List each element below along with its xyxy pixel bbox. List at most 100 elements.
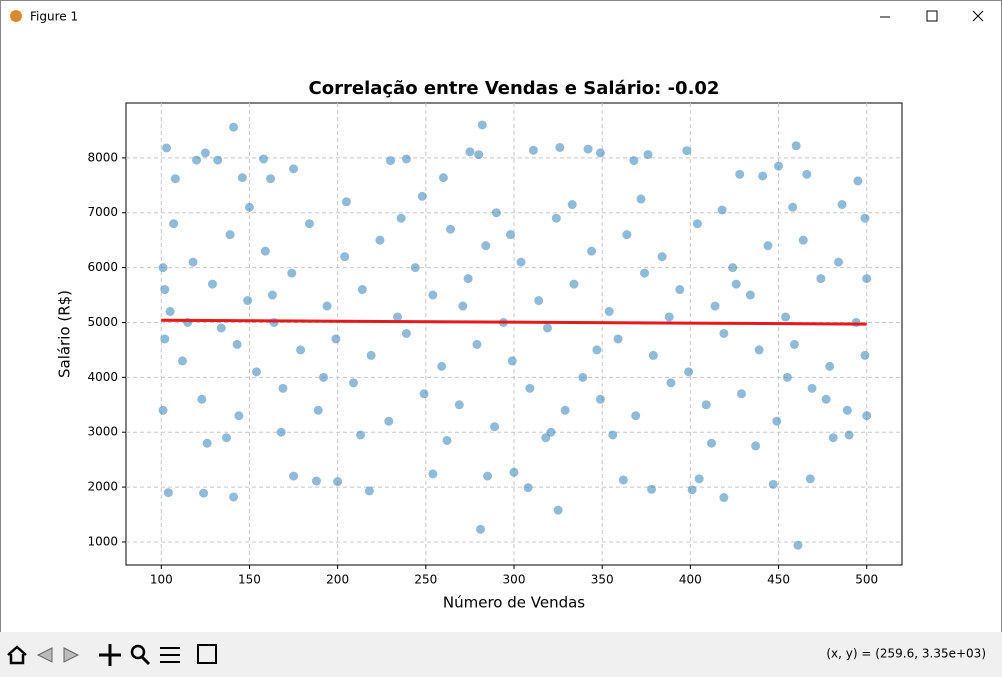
scatter-point	[692, 219, 702, 229]
scatter-point	[629, 156, 639, 166]
scatter-point	[675, 285, 685, 295]
scatter-point	[200, 148, 210, 158]
scatter-point	[666, 378, 676, 388]
scatter-point	[587, 246, 597, 256]
scatter-point	[793, 540, 803, 550]
scatter-point	[313, 405, 323, 415]
scatter-point	[401, 154, 411, 164]
scatter-point	[269, 317, 279, 327]
scatter-point	[604, 307, 614, 317]
scatter-point	[244, 202, 254, 212]
scatter-point	[523, 483, 533, 493]
scatter-point	[592, 345, 602, 355]
x-tick-label: 100	[150, 573, 173, 587]
scatter-point	[710, 301, 720, 311]
scatter-point	[805, 474, 815, 484]
window-title: Figure 1	[30, 10, 78, 24]
scatter-point	[664, 312, 674, 322]
scatter-point	[304, 219, 314, 229]
scatter-point	[631, 411, 641, 421]
zoom-handle	[140, 655, 151, 666]
scatter-point	[768, 479, 778, 489]
x-axis-label: Número de Vendas	[443, 594, 585, 612]
scatter-point	[595, 148, 605, 158]
scatter-point	[199, 488, 209, 498]
scatter-point	[528, 145, 538, 155]
scatter-point	[837, 200, 847, 210]
back-button[interactable]	[36, 647, 53, 663]
scatter-point	[684, 367, 694, 377]
scatter-point	[260, 246, 270, 256]
pan-button[interactable]	[99, 644, 121, 666]
toolbar-buttons	[7, 644, 217, 666]
maximize-button[interactable]	[926, 10, 938, 22]
y-tick-label: 8000	[87, 150, 118, 164]
scatter-point	[160, 285, 170, 295]
scatter-point	[643, 150, 653, 160]
scatter-point	[834, 257, 844, 267]
regression-line	[161, 318, 867, 326]
scatter-point	[454, 400, 464, 410]
scatter-point	[682, 146, 692, 156]
scatter-point	[170, 174, 180, 184]
scatter-point	[243, 296, 253, 306]
scatter-point	[567, 200, 577, 210]
x-tick-label: 350	[591, 573, 614, 587]
scatter-point	[694, 474, 704, 484]
scatter-point	[788, 202, 798, 212]
scatter-point	[821, 394, 831, 404]
scatter-point	[357, 285, 367, 295]
scatter-point	[782, 372, 792, 382]
scatter-point	[862, 274, 872, 284]
scatter-point	[419, 389, 429, 399]
scatter-point	[364, 486, 374, 496]
scatter-point	[640, 268, 650, 278]
home-button[interactable]	[7, 645, 27, 665]
scatter-point	[763, 241, 773, 251]
configure-button[interactable]	[160, 647, 180, 663]
y-axis-label: Salário (R$)	[56, 290, 74, 378]
plot-area	[126, 103, 902, 565]
scatter-point	[162, 143, 172, 153]
scatter-point	[553, 505, 563, 515]
scatter-point	[546, 427, 556, 437]
close-button[interactable]	[972, 10, 984, 22]
zoom-button[interactable]	[130, 644, 146, 660]
scatter-point	[842, 405, 852, 415]
scatter-point	[860, 213, 870, 223]
scatter-point	[222, 433, 232, 443]
scatter-point	[341, 197, 351, 207]
scatter-point	[349, 378, 359, 388]
scatter-point	[356, 430, 366, 440]
scatter-point	[781, 312, 791, 322]
title-bar: Figure 1	[10, 10, 984, 24]
scatter-point	[446, 224, 456, 234]
scatter-point	[608, 430, 618, 440]
save-button[interactable]	[197, 644, 217, 664]
scatter-point	[276, 427, 286, 437]
scatter-point	[798, 235, 808, 245]
scatter-point	[410, 263, 420, 273]
scatter-point	[578, 372, 588, 382]
forward-button[interactable]	[63, 647, 80, 663]
scatter-point	[252, 367, 262, 377]
scatter-point	[507, 356, 517, 366]
scatter-point	[844, 430, 854, 440]
scatter-point	[438, 173, 448, 183]
scatter-point	[802, 169, 812, 179]
scatter-point	[791, 141, 801, 151]
scatter-point	[319, 372, 329, 382]
scatter-point	[525, 383, 535, 393]
scatter-point	[202, 438, 212, 448]
scatter-point	[287, 268, 297, 278]
scatter-point	[458, 301, 468, 311]
scatter-point	[472, 339, 482, 349]
scatter-point	[267, 290, 277, 300]
scatter-point	[322, 301, 332, 311]
scatter-point	[192, 155, 202, 165]
scatter-point	[853, 176, 863, 186]
scatter-point	[396, 213, 406, 223]
scatter-point	[481, 241, 491, 251]
scatter-point	[505, 230, 515, 240]
x-tick-label: 450	[767, 573, 790, 587]
